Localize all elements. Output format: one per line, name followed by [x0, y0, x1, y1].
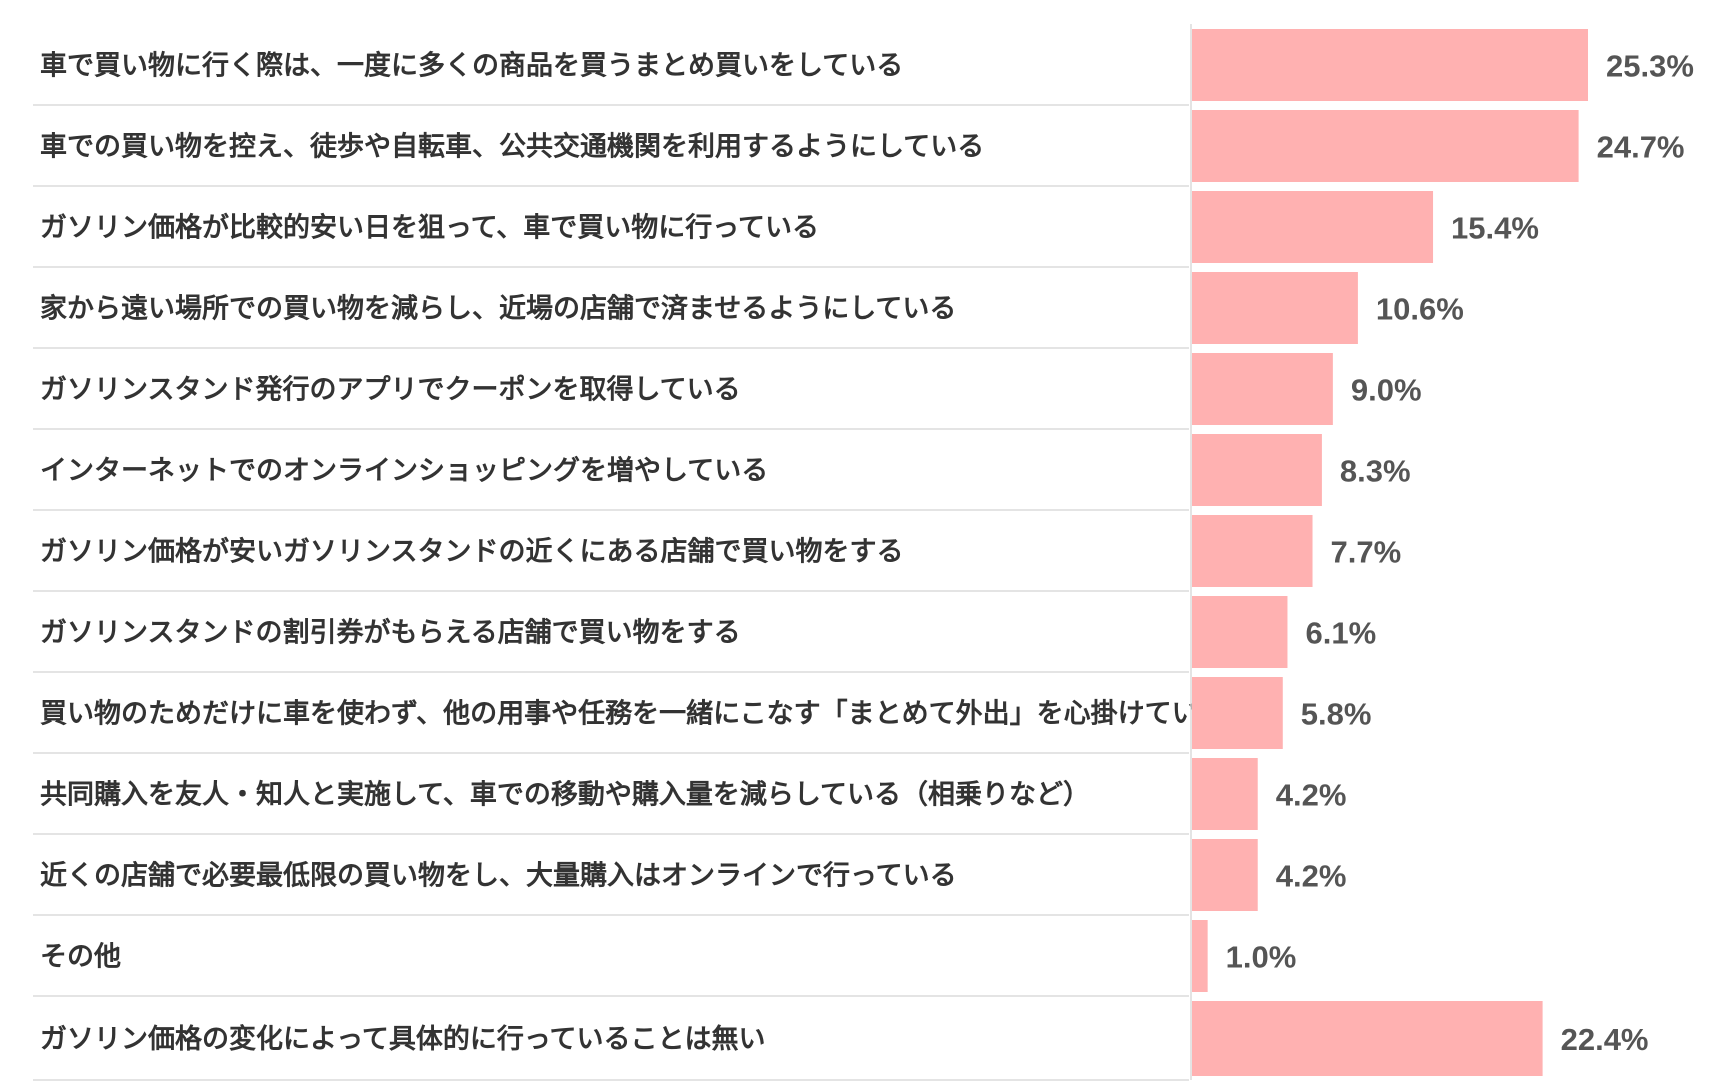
value-label: 24.7%	[1597, 130, 1685, 165]
value-label: 6.1%	[1305, 616, 1376, 651]
bar	[1192, 758, 1258, 830]
category-label: ガソリン価格の変化によって具体的に行っていることは無い	[40, 1023, 766, 1055]
value-label: 4.2%	[1276, 778, 1347, 813]
bar	[1192, 353, 1333, 425]
category-label: 近くの店舗で必要最低限の買い物をし、大量購入はオンラインで行っている	[40, 860, 957, 892]
category-label: 共同購入を友人・知人と実施して、車での移動や購入量を減らしている（相乗りなど）	[40, 779, 1090, 811]
bar	[1192, 839, 1258, 911]
bar	[1192, 1001, 1543, 1076]
chart-rows: 車で買い物に行く際は、一度に多くの商品を買うまとめ買いをしている 25.3% 車での…	[33, 24, 1694, 1081]
value-label: 8.3%	[1340, 454, 1411, 489]
bar	[1192, 596, 1288, 668]
category-label: 車での買い物を控え、徒歩や自転車、公共交通機関を利用するようにしている	[40, 131, 984, 163]
category-label: 車で買い物に行く際は、一度に多くの商品を買うまとめ買いをしている	[40, 50, 903, 82]
category-label: ガソリン価格が安いガソリンスタンドの近くにある店舗で買い物をする	[40, 536, 903, 568]
value-label: 1.0%	[1226, 940, 1297, 975]
bar	[1192, 434, 1322, 506]
value-label: 4.2%	[1276, 859, 1347, 894]
category-label: ガソリンスタンドの割引券がもらえる店舗で買い物をする	[40, 617, 741, 649]
category-label: 買い物のためだけに車を使わず、他の用事や任務を一緒にこなす「まとめて外出」を心掛…	[40, 698, 1226, 730]
value-label: 15.4%	[1451, 211, 1539, 246]
value-label: 25.3%	[1606, 49, 1694, 84]
bar	[1192, 110, 1579, 182]
value-label: 10.6%	[1376, 292, 1464, 327]
bar	[1192, 677, 1283, 749]
bar	[1192, 920, 1208, 992]
category-label: ガソリン価格が比較的安い日を狙って、車で買い物に行っている	[40, 212, 819, 244]
category-label: インターネットでのオンラインショッピングを増やしている	[40, 455, 768, 487]
value-label: 9.0%	[1351, 373, 1422, 408]
bar	[1192, 29, 1588, 101]
value-label: 22.4%	[1561, 1022, 1649, 1057]
bar	[1192, 191, 1434, 263]
category-label: その他	[40, 942, 121, 973]
category-label: ガソリンスタンド発行のアプリでクーポンを取得している	[40, 374, 741, 406]
bar	[1192, 515, 1313, 587]
value-label: 5.8%	[1301, 697, 1372, 732]
value-label: 7.7%	[1331, 535, 1402, 570]
bar	[1192, 272, 1358, 344]
category-label: 家から遠い場所での買い物を減らし、近場の店舗で済ませるようにしている	[40, 293, 956, 325]
